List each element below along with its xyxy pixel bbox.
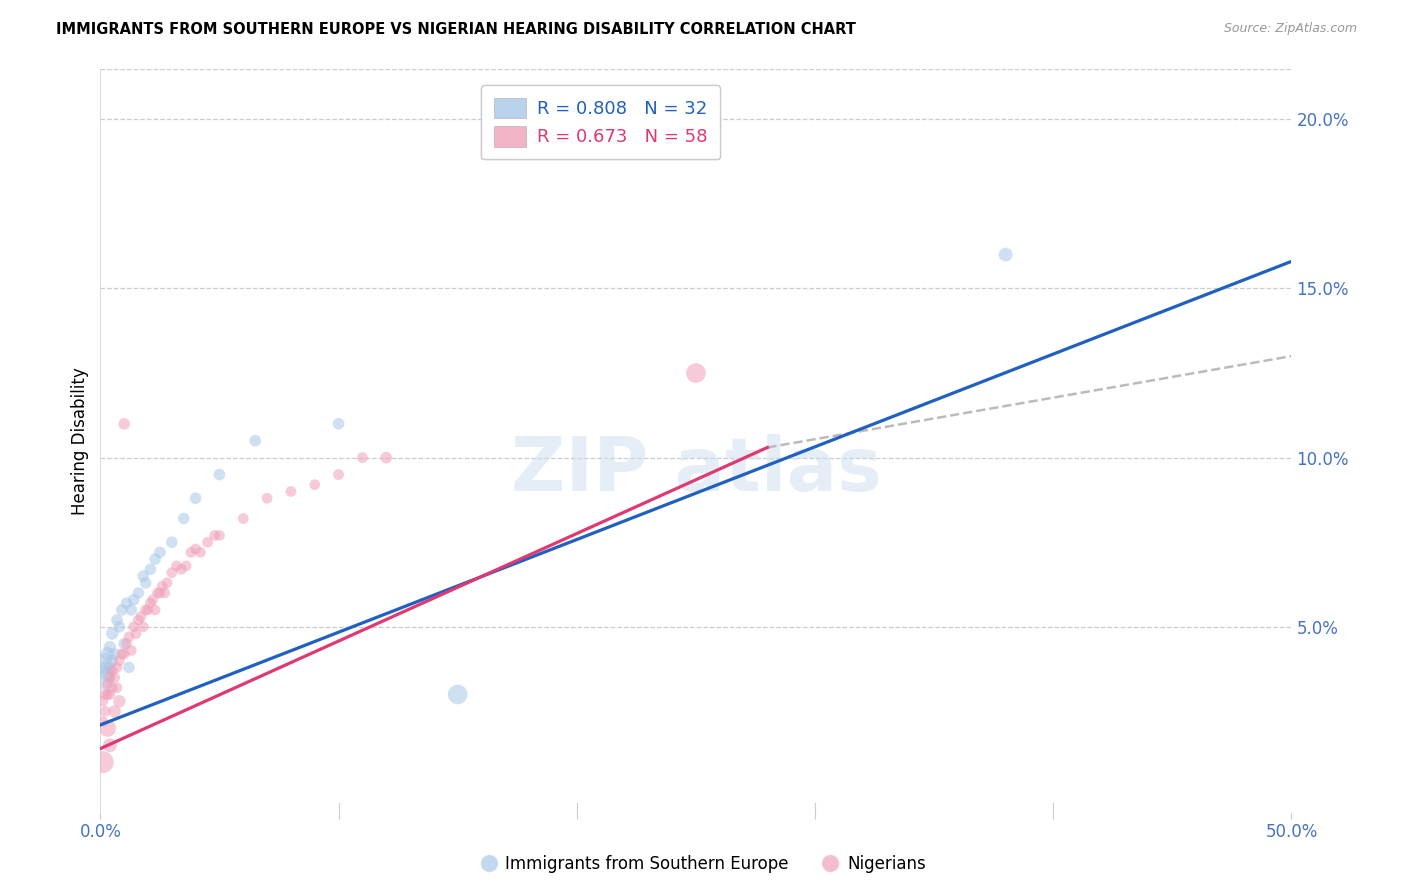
- Point: [245, 434, 267, 448]
- Legend: R = 0.808   N = 32, R = 0.673   N = 58: R = 0.808 N = 32, R = 0.673 N = 58: [481, 85, 720, 159]
- Point: [104, 671, 127, 685]
- Text: Source: ZipAtlas.com: Source: ZipAtlas.com: [1223, 22, 1357, 36]
- Point: [101, 681, 124, 695]
- Point: [156, 575, 179, 590]
- Point: [328, 417, 350, 431]
- Point: [160, 535, 183, 549]
- Point: [173, 511, 195, 525]
- Point: [328, 467, 350, 482]
- Point: [142, 592, 165, 607]
- Point: [375, 450, 398, 465]
- Point: [129, 609, 152, 624]
- Point: [108, 620, 131, 634]
- Point: [232, 511, 254, 525]
- Point: [447, 688, 470, 702]
- Point: [104, 705, 127, 719]
- Point: [197, 535, 219, 549]
- Point: [91, 755, 114, 769]
- Point: [96, 667, 118, 681]
- Point: [120, 603, 142, 617]
- Point: [208, 467, 231, 482]
- Text: IMMIGRANTS FROM SOUTHERN EUROPE VS NIGERIAN HEARING DISABILITY CORRELATION CHART: IMMIGRANTS FROM SOUTHERN EUROPE VS NIGER…: [56, 22, 856, 37]
- Point: [118, 660, 141, 674]
- Point: [96, 721, 118, 735]
- Point: [91, 714, 114, 729]
- Point: [98, 660, 121, 674]
- Point: [101, 654, 124, 668]
- Point: [143, 552, 166, 566]
- Point: [111, 647, 134, 661]
- Point: [101, 626, 124, 640]
- Point: [136, 603, 159, 617]
- Point: [127, 586, 149, 600]
- Point: [98, 688, 121, 702]
- Point: [108, 654, 131, 668]
- Point: [104, 647, 127, 661]
- Point: [91, 671, 114, 685]
- Point: [184, 541, 207, 556]
- Point: [115, 596, 138, 610]
- Point: [146, 586, 169, 600]
- Point: [112, 647, 135, 661]
- Point: [174, 558, 197, 573]
- Point: [94, 654, 117, 668]
- Point: [105, 681, 128, 695]
- Point: [94, 688, 117, 702]
- Point: [132, 620, 155, 634]
- Point: [994, 247, 1017, 261]
- Point: [125, 626, 148, 640]
- Point: [685, 366, 707, 380]
- Point: [149, 586, 172, 600]
- Point: [170, 562, 193, 576]
- Point: [184, 491, 207, 506]
- Point: [135, 603, 157, 617]
- Point: [166, 558, 188, 573]
- Point: [190, 545, 212, 559]
- Point: [153, 586, 176, 600]
- Point: [111, 603, 134, 617]
- Point: [108, 694, 131, 708]
- Point: [280, 484, 302, 499]
- Point: [208, 528, 231, 542]
- Point: [180, 545, 202, 559]
- Point: [94, 705, 117, 719]
- Point: [122, 592, 145, 607]
- Point: [101, 664, 124, 678]
- Point: [98, 738, 121, 752]
- Point: [96, 647, 118, 661]
- Point: [96, 677, 118, 691]
- Point: [132, 569, 155, 583]
- Point: [115, 637, 138, 651]
- Point: [256, 491, 278, 506]
- Point: [135, 575, 157, 590]
- Point: [118, 630, 141, 644]
- Point: [112, 637, 135, 651]
- Point: [98, 640, 121, 654]
- Point: [149, 545, 172, 559]
- Point: [127, 613, 149, 627]
- Text: ZIP atlas: ZIP atlas: [510, 434, 882, 507]
- Point: [160, 566, 183, 580]
- Point: [204, 528, 226, 542]
- Point: [150, 579, 173, 593]
- Point: [304, 477, 326, 491]
- Point: [143, 603, 166, 617]
- Point: [96, 688, 118, 702]
- Point: [94, 660, 117, 674]
- Legend: Immigrants from Southern Europe, Nigerians: Immigrants from Southern Europe, Nigeria…: [474, 848, 932, 880]
- Point: [91, 694, 114, 708]
- Point: [352, 450, 374, 465]
- Point: [139, 596, 162, 610]
- Point: [98, 671, 121, 685]
- Point: [112, 417, 135, 431]
- Point: [120, 643, 142, 657]
- Point: [105, 660, 128, 674]
- Y-axis label: Hearing Disability: Hearing Disability: [72, 367, 89, 515]
- Point: [105, 613, 128, 627]
- Point: [122, 620, 145, 634]
- Point: [139, 562, 162, 576]
